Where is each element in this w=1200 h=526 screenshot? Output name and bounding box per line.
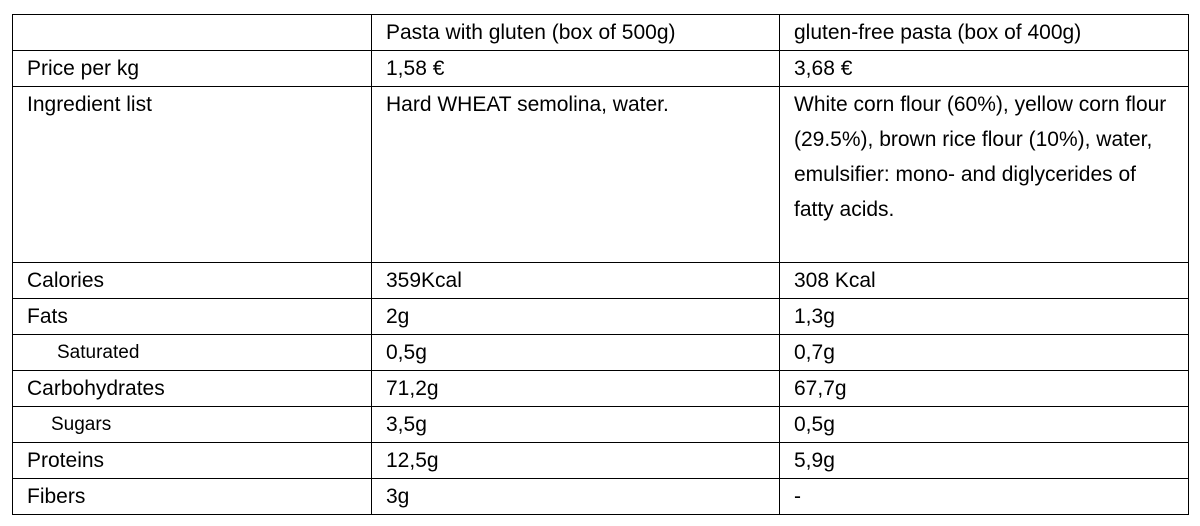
- cell: 67,7g: [779, 370, 1189, 407]
- nutrition-table: Pasta with gluten (box of 500g) gluten-f…: [12, 14, 1189, 515]
- cell: 3,5g: [371, 406, 780, 443]
- column-header: Pasta with gluten (box of 500g): [371, 14, 780, 51]
- row: Ingredient list Hard WHEAT semolina, wat…: [12, 86, 1189, 263]
- cell: 0,5g: [371, 334, 780, 371]
- cell: White corn flour (60%), yellow corn flou…: [779, 86, 1189, 263]
- header-row: Pasta with gluten (box of 500g) gluten-f…: [12, 14, 1189, 51]
- row-label: Saturated: [12, 334, 372, 371]
- row-label: Ingredient list: [12, 86, 372, 263]
- cell: 3,68 €: [779, 50, 1189, 87]
- cell: 2g: [371, 298, 780, 335]
- row: Price per kg 1,58 € 3,68 €: [12, 50, 1189, 87]
- row: Fats 2g 1,3g: [12, 298, 1189, 335]
- cell: 71,2g: [371, 370, 780, 407]
- row: Sugars 3,5g 0,5g: [12, 406, 1189, 443]
- empty-cell: [12, 14, 372, 51]
- cell: 0,7g: [779, 334, 1189, 371]
- column-header: gluten-free pasta (box of 400g): [779, 14, 1189, 51]
- cell: Hard WHEAT semolina, water.: [371, 86, 780, 263]
- row-label: Price per kg: [12, 50, 372, 87]
- row: Carbohydrates 71,2g 67,7g: [12, 370, 1189, 407]
- row-label: Fibers: [12, 478, 372, 515]
- row: Saturated 0,5g 0,7g: [12, 334, 1189, 371]
- cell: 12,5g: [371, 442, 780, 479]
- cell: 5,9g: [779, 442, 1189, 479]
- row: Proteins 12,5g 5,9g: [12, 442, 1189, 479]
- row-label: Sugars: [12, 406, 372, 443]
- cell: 1,3g: [779, 298, 1189, 335]
- cell: 0,5g: [779, 406, 1189, 443]
- row: Calories 359Kcal 308 Kcal: [12, 262, 1189, 299]
- cell: 359Kcal: [371, 262, 780, 299]
- cell: 1,58 €: [371, 50, 780, 87]
- cell: 3g: [371, 478, 780, 515]
- row-label: Proteins: [12, 442, 372, 479]
- row-label: Fats: [12, 298, 372, 335]
- cell: 308 Kcal: [779, 262, 1189, 299]
- row-label: Calories: [12, 262, 372, 299]
- row: Fibers 3g -: [12, 478, 1189, 515]
- row-label: Carbohydrates: [12, 370, 372, 407]
- cell: -: [779, 478, 1189, 515]
